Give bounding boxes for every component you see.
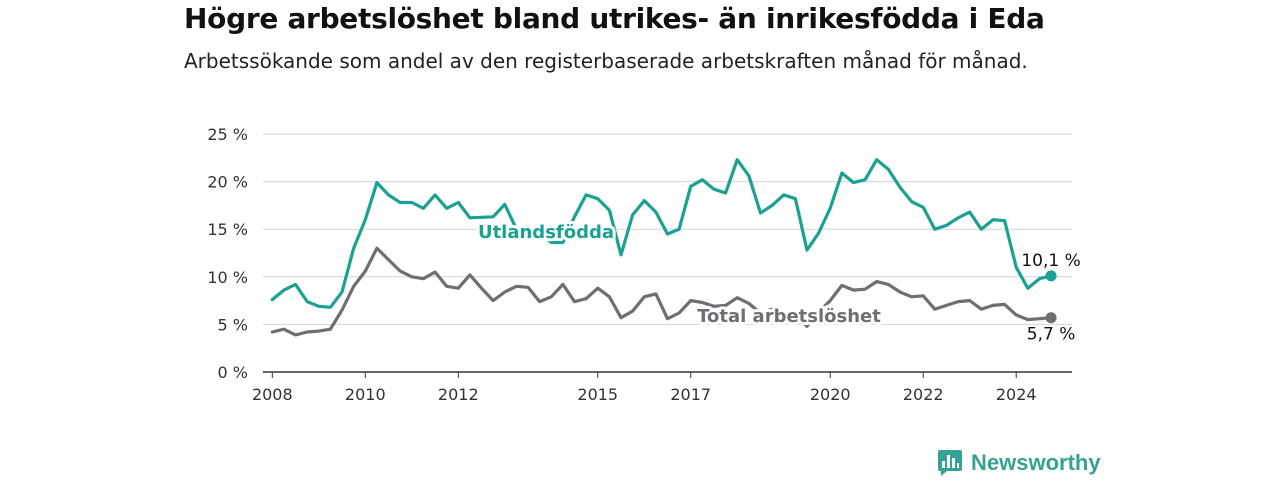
y-tick-label: 5 % [218, 315, 248, 334]
y-tick-label: 20 % [207, 173, 248, 192]
series-end-point [1045, 270, 1057, 282]
x-tick-label: 2020 [810, 385, 851, 404]
x-tick-label: 2012 [438, 385, 479, 404]
y-tick-label: 0 % [218, 363, 248, 382]
x-tick-label: 2024 [996, 385, 1037, 404]
brand-logo: Newsworthy [937, 448, 1101, 478]
series-label: Utlandsfödda [478, 222, 614, 243]
x-tick-label: 2010 [345, 385, 386, 404]
y-tick-label: 10 % [207, 268, 248, 287]
brand-name: Newsworthy [971, 450, 1101, 475]
y-tick-label: 15 % [207, 220, 248, 239]
chart-subtitle: Arbetssökande som andel av den registerb… [184, 49, 1028, 73]
y-tick-label: 25 % [207, 125, 248, 144]
series-end-label: 10,1 % [1021, 251, 1080, 271]
series-end-point [1045, 312, 1057, 324]
x-tick-label: 2022 [903, 385, 944, 404]
series-line [270, 246, 1053, 337]
series-label: Total arbetslöshet [697, 306, 881, 327]
chart-title: Högre arbetslöshet bland utrikes- än inr… [184, 2, 1045, 35]
newsworthy-logo-icon [938, 450, 962, 476]
x-tick-label: 2015 [577, 385, 618, 404]
series-end-label: 5,7 % [1027, 325, 1076, 345]
x-tick-label: 2017 [670, 385, 711, 404]
x-tick-label: 2008 [252, 385, 293, 404]
series-line [270, 158, 1053, 309]
